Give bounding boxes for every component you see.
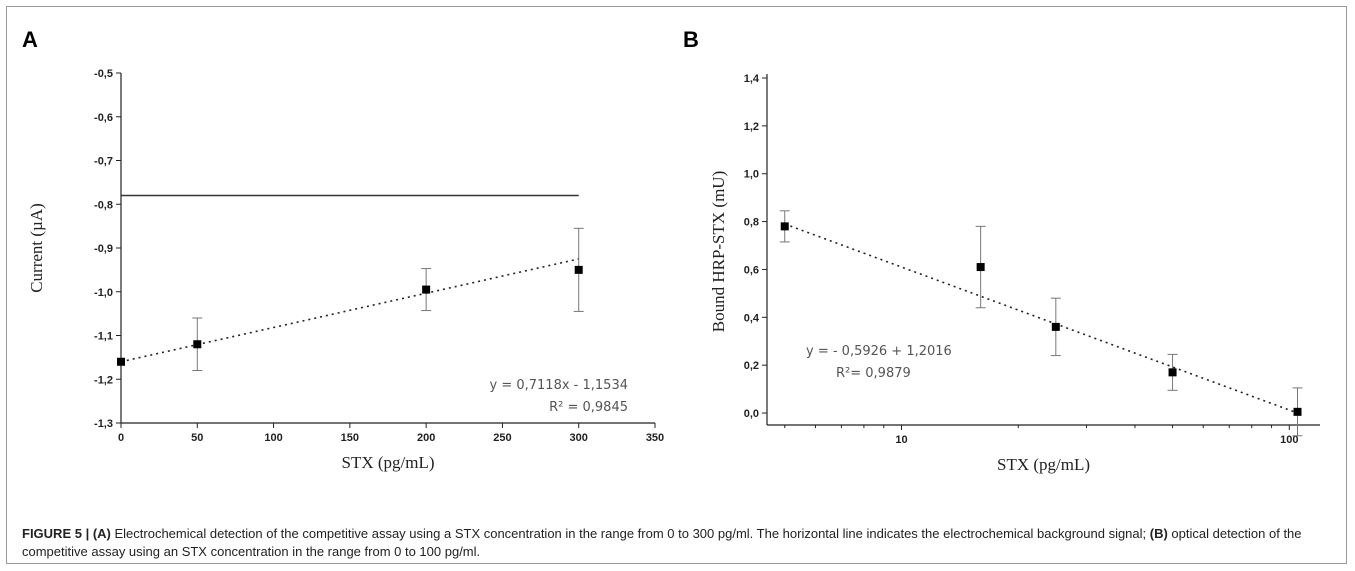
panel-a-data-point [422,285,431,294]
panel-a: A -0,5 -0,6 -0,7 -0,8 -0,9 -1,0 -1,1 -1,2 -1,3 0 5… [22,27,664,472]
panel-a-data-point [574,265,583,274]
panel-a-y-tick-label: -0,8 [94,199,113,211]
panel-a-data-point [193,340,202,349]
panel-a-y-tick-label: -0,6 [94,112,113,124]
panel-b-y-tick-label: 1,2 [744,121,759,133]
caption-a-tag: (A) [92,526,111,541]
panel-b-y-tick-label: 0,4 [744,312,760,324]
panel-b-r-squared: R²= 0,9879 [836,366,911,381]
panel-a-letter: A [22,27,38,52]
panel-a-x-tick-label: 200 [417,432,435,444]
panel-a-y-axis-label: Current (µA) [27,203,46,293]
panel-b-y-tick-label: 1,0 [744,169,759,181]
panel-a-x-tick-label: 150 [341,432,359,444]
panel-b-y-axis-label: Bound HRP-STX (mU) [709,171,728,333]
panel-b-y-tick-label: 0,2 [744,360,759,372]
panel-b-fit-line [784,223,1298,414]
panel-a-x-tick-label: 250 [493,432,511,444]
panel-b-letter: B [683,27,699,52]
panel-a-equation: y = 0,7118x - 1,1534 [490,378,628,393]
panel-b-x-axis-label: STX (pg/mL) [997,455,1090,474]
panel-a-x-tick-label: 350 [646,432,664,444]
panel-a-x-tick-label: 100 [264,432,282,444]
panel-a-x-tick-label: 300 [570,432,588,444]
figure-caption: FIGURE 5 | (A) Electrochemical detection… [22,525,1332,561]
panel-a-y-tick-label: -1,0 [94,287,113,299]
figure-frame [6,6,1347,564]
panel-a-y-tick-label: -0,9 [94,243,113,255]
panel-a-data-point [117,357,125,366]
panel-b-data-point [976,263,985,272]
panel-a-y-tick-label: -0,7 [94,156,113,168]
panel-b-y-tick-label: 0,8 [744,217,759,229]
panel-a-fit-line [120,258,579,363]
panel-b-data-point [1293,407,1302,416]
panel-a-x-tick-label: 0 [118,432,124,444]
panel-a-x-tick-label: 50 [191,432,203,444]
panel-b-data-point [1168,368,1177,377]
panel-b-equation: y = - 0,5926 + 1,2016 [806,344,952,359]
caption-b-tag: (B) [1149,526,1168,541]
caption-a-text: Electrochemical detection of the competi… [110,526,1150,541]
panel-b-x-tick-label: 10 [895,434,907,446]
figure-canvas: A -0,5 -0,6 -0,7 -0,8 -0,9 -1,0 -1,1 -1,2 -1,3 0 5… [22,27,1320,474]
panel-a-y-tick-label: -1,3 [94,418,113,430]
panel-a-x-axis-label: STX (pg/mL) [341,453,434,472]
panel-b: B 0,0 0,2 0,4 0,6 0,8 1,0 1,2 1,4 10 100 STX (pg/m… [683,27,1320,474]
panel-a-y-tick-label: -1,2 [94,374,113,386]
panel-b-y-tick-label: 1,4 [744,73,760,85]
panel-a-y-tick-label: -1,1 [94,331,113,343]
panel-b-data-point [1051,322,1060,331]
panel-a-y-tick-label: -0,5 [94,68,113,80]
caption-b-text: optical detection of the competitive ass… [22,526,1302,559]
panel-b-y-tick-label: 0,0 [744,408,759,420]
panel-b-data-point [780,222,789,231]
caption-label: FIGURE 5 | [22,526,93,541]
panel-b-x-tick-label: 100 [1280,434,1298,446]
panel-a-r-squared: R² = 0,9845 [549,400,628,415]
panel-b-y-tick-label: 0,6 [744,264,759,276]
